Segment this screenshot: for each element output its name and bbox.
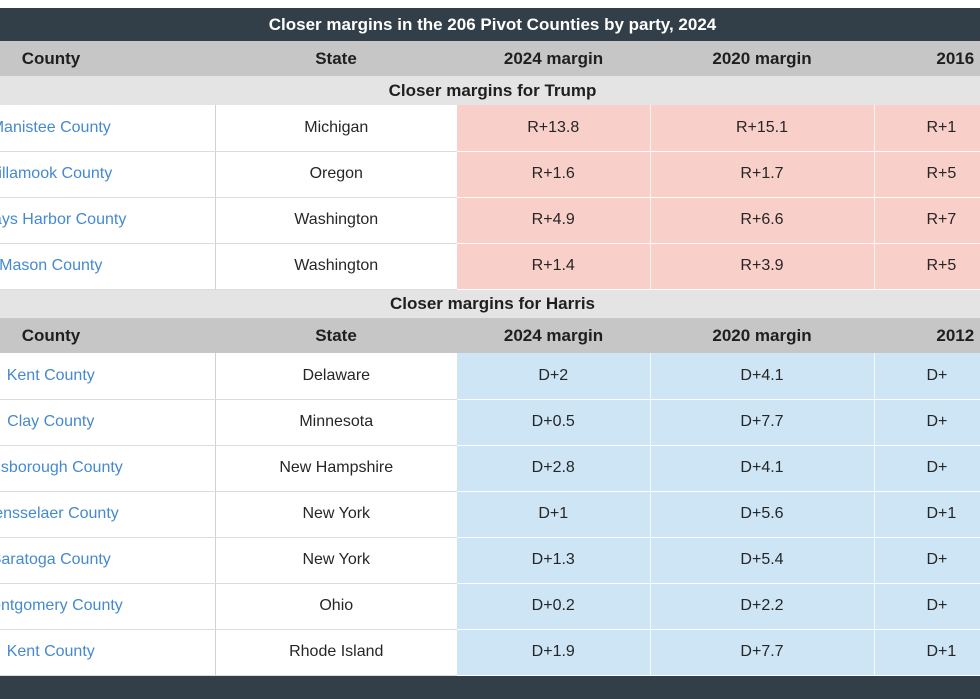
margin-2012-cell: D+1 bbox=[873, 491, 980, 538]
margin-2024-cell: D+1.9 bbox=[457, 629, 650, 676]
table-row: Kent County Delaware D+2 D+4.1 D+ bbox=[0, 353, 980, 400]
column-header-2024-margin: 2024 margin bbox=[457, 41, 650, 76]
column-header-state: State bbox=[215, 41, 457, 76]
margin-2020-cell: R+3.9 bbox=[649, 243, 874, 290]
table-row: Clay County Minnesota D+0.5 D+7.7 D+ bbox=[0, 399, 980, 446]
margin-2012-cell: D+1 bbox=[873, 629, 980, 676]
state-cell: Oregon bbox=[215, 151, 457, 198]
county-cell: Saratoga County bbox=[0, 537, 216, 584]
column-header-2016-margin: 2016 margin bbox=[874, 41, 980, 76]
column-header-2020-margin: 2020 margin bbox=[650, 41, 874, 76]
margin-2020-cell: D+7.7 bbox=[649, 629, 874, 676]
margin-2024-cell: R+1.6 bbox=[457, 151, 650, 198]
margin-2020-cell: R+6.6 bbox=[649, 197, 874, 244]
county-link[interactable]: Rensselaer County bbox=[0, 505, 119, 522]
section-heading-row-harris: Closer margins for Harris bbox=[0, 289, 980, 318]
table-title-bar: Closer margins in the 206 Pivot Counties… bbox=[0, 8, 980, 41]
table-row: Kent County Rhode Island D+1.9 D+7.7 D+1 bbox=[0, 629, 980, 676]
state-cell: Minnesota bbox=[215, 399, 457, 446]
pivot-counties-table: County State 2024 margin 2020 margin 201… bbox=[0, 41, 980, 676]
section-heading-harris: Closer margins for Harris bbox=[0, 289, 980, 318]
margin-2024-cell: D+1 bbox=[457, 491, 650, 538]
county-cell: Mason County bbox=[0, 243, 216, 290]
margin-2024-cell: D+2 bbox=[457, 353, 650, 400]
state-cell: Ohio bbox=[215, 583, 457, 630]
state-cell: Delaware bbox=[215, 353, 457, 400]
county-link[interactable]: Grays Harbor County bbox=[0, 211, 127, 228]
county-link[interactable]: Clay County bbox=[7, 413, 95, 430]
state-cell: New Hampshire bbox=[215, 445, 457, 492]
state-cell: New York bbox=[215, 491, 457, 538]
county-cell: Rensselaer County bbox=[0, 491, 216, 538]
column-header-county: County bbox=[0, 41, 215, 76]
column-header-state: State bbox=[215, 318, 457, 353]
column-header-row-trump: County State 2024 margin 2020 margin 201… bbox=[0, 41, 980, 76]
table-row: Tillamook County Oregon R+1.6 R+1.7 R+5 bbox=[0, 151, 980, 198]
margin-2024-cell: D+2.8 bbox=[457, 445, 650, 492]
footer-bar bbox=[0, 675, 980, 699]
table-row: Hillsborough County New Hampshire D+2.8 … bbox=[0, 445, 980, 492]
margin-2012-cell: D+ bbox=[873, 583, 980, 630]
county-cell: Kent County bbox=[0, 353, 216, 400]
table-row: Manistee County Michigan R+13.8 R+15.1 R… bbox=[0, 105, 980, 152]
county-cell: Clay County bbox=[0, 399, 216, 446]
column-header-2024-margin: 2024 margin bbox=[457, 318, 650, 353]
column-header-2012-margin: 2012 margin bbox=[874, 318, 980, 353]
county-link[interactable]: Saratoga County bbox=[0, 551, 111, 568]
state-cell: Michigan bbox=[215, 105, 457, 152]
margin-2016-cell: R+7 bbox=[873, 197, 980, 244]
county-cell: Montgomery County bbox=[0, 583, 216, 630]
table-row: Saratoga County New York D+1.3 D+5.4 D+ bbox=[0, 537, 980, 584]
margin-2024-cell: D+0.5 bbox=[457, 399, 650, 446]
section-heading-row-trump: Closer margins for Trump bbox=[0, 76, 980, 105]
state-cell: Washington bbox=[215, 243, 457, 290]
county-link[interactable]: Hillsborough County bbox=[0, 459, 123, 476]
cropped-table-area: Closer margins in the 206 Pivot Counties… bbox=[0, 8, 980, 699]
margin-2016-cell: R+5 bbox=[873, 243, 980, 290]
county-cell: Hillsborough County bbox=[0, 445, 216, 492]
margin-2020-cell: R+15.1 bbox=[649, 105, 874, 152]
margin-2024-cell: D+0.2 bbox=[457, 583, 650, 630]
margin-2016-cell: R+5 bbox=[873, 151, 980, 198]
county-cell: Manistee County bbox=[0, 105, 216, 152]
margin-2012-cell: D+ bbox=[873, 537, 980, 584]
state-cell: New York bbox=[215, 537, 457, 584]
margin-2020-cell: D+4.1 bbox=[649, 353, 874, 400]
table-row: Grays Harbor County Washington R+4.9 R+6… bbox=[0, 197, 980, 244]
county-link[interactable]: Montgomery County bbox=[0, 597, 123, 614]
state-cell: Rhode Island bbox=[215, 629, 457, 676]
column-header-2020-margin: 2020 margin bbox=[650, 318, 874, 353]
section-heading-trump: Closer margins for Trump bbox=[0, 76, 980, 105]
state-cell: Washington bbox=[215, 197, 457, 244]
margin-2016-cell: R+1 bbox=[873, 105, 980, 152]
table-row: Montgomery County Ohio D+0.2 D+2.2 D+ bbox=[0, 583, 980, 630]
margin-2020-cell: R+1.7 bbox=[649, 151, 874, 198]
county-link[interactable]: Kent County bbox=[6, 366, 95, 384]
county-link[interactable]: Mason County bbox=[0, 257, 103, 274]
county-cell: Grays Harbor County bbox=[0, 197, 216, 244]
margin-2024-cell: R+13.8 bbox=[457, 105, 650, 152]
table-row: Rensselaer County New York D+1 D+5.6 D+1 bbox=[0, 491, 980, 538]
column-header-row-harris: County State 2024 margin 2020 margin 201… bbox=[0, 318, 980, 353]
county-link[interactable]: Kent County bbox=[6, 643, 95, 660]
margin-2024-cell: R+4.9 bbox=[457, 197, 650, 244]
margin-2020-cell: D+5.4 bbox=[649, 537, 874, 584]
county-link[interactable]: Manistee County bbox=[0, 118, 111, 136]
table-title: Closer margins in the 206 Pivot Counties… bbox=[268, 15, 717, 34]
margin-2012-cell: D+ bbox=[873, 399, 980, 446]
county-cell: Kent County bbox=[0, 629, 216, 676]
county-link[interactable]: Tillamook County bbox=[0, 165, 113, 182]
column-header-county: County bbox=[0, 318, 215, 353]
margin-2024-cell: R+1.4 bbox=[457, 243, 650, 290]
margin-2020-cell: D+4.1 bbox=[649, 445, 874, 492]
margin-2012-cell: D+ bbox=[873, 445, 980, 492]
margin-2020-cell: D+2.2 bbox=[649, 583, 874, 630]
margin-2012-cell: D+ bbox=[873, 353, 980, 400]
county-cell: Tillamook County bbox=[0, 151, 216, 198]
margin-2024-cell: D+1.3 bbox=[457, 537, 650, 584]
margin-2020-cell: D+5.6 bbox=[649, 491, 874, 538]
margin-2020-cell: D+7.7 bbox=[649, 399, 874, 446]
table-row: Mason County Washington R+1.4 R+3.9 R+5 bbox=[0, 243, 980, 290]
